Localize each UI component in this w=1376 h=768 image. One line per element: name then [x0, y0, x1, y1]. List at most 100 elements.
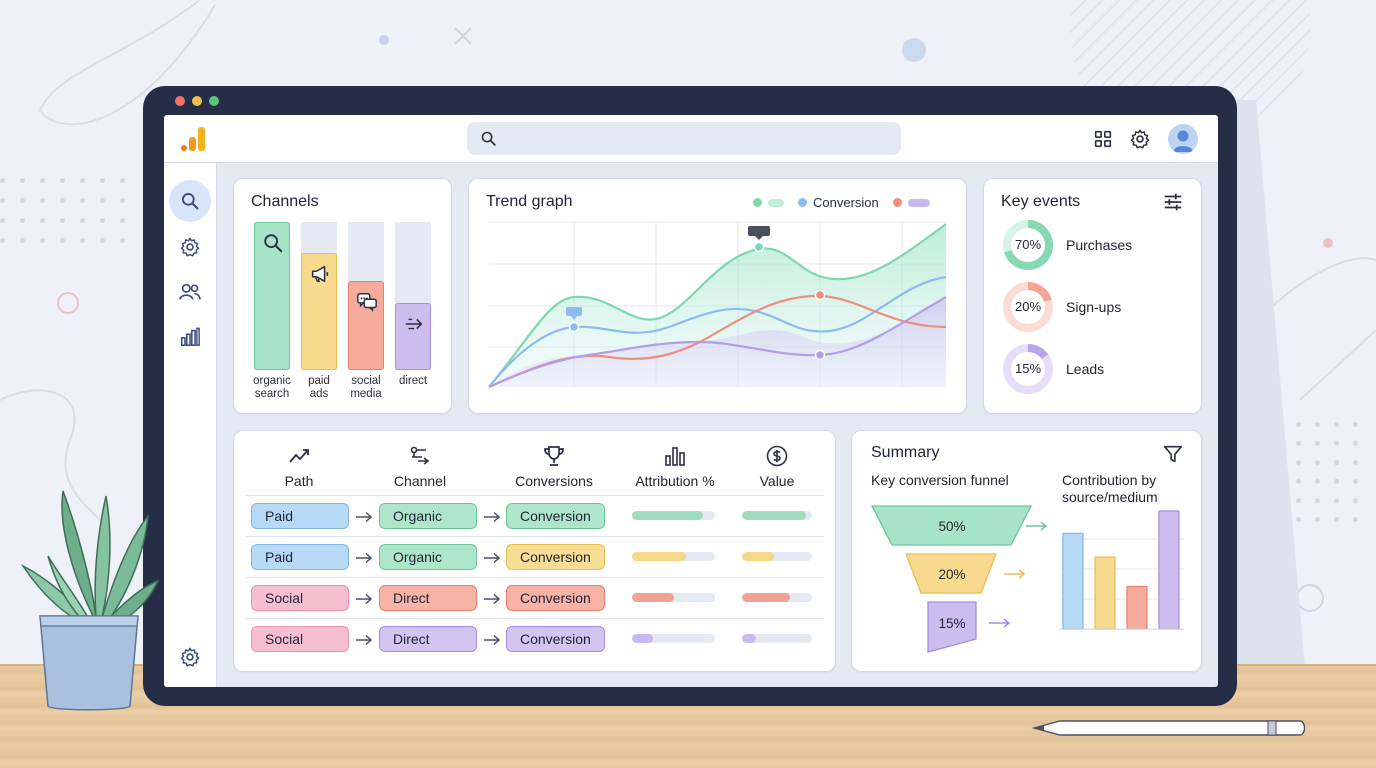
- arrow-right-icon: [355, 633, 373, 646]
- key-event-row[interactable]: 20% Sign-ups: [1002, 281, 1121, 333]
- channel-chip[interactable]: Direct: [379, 585, 477, 611]
- column-header[interactable]: Path: [284, 473, 314, 489]
- value-bar-fill: [742, 634, 756, 643]
- sidebar-item-settings[interactable]: [169, 226, 211, 268]
- channels-title: Channels: [251, 193, 319, 210]
- value-bar: [742, 511, 812, 520]
- channel-icon: [408, 444, 432, 468]
- key-event-row[interactable]: 15% Leads: [1002, 343, 1104, 395]
- value-bar: [742, 634, 812, 643]
- funnel-stage-label: 50%: [938, 519, 965, 534]
- row-divider: [246, 536, 824, 537]
- trend-point-purple[interactable]: [814, 349, 826, 361]
- trend-tooltip-marker: [748, 226, 770, 236]
- column-header[interactable]: Attribution %: [635, 473, 715, 489]
- gear-icon: [180, 647, 200, 667]
- channel-chip[interactable]: Organic: [379, 503, 477, 529]
- path-chip[interactable]: Paid: [251, 503, 349, 529]
- channel-bar: [395, 303, 431, 370]
- value-bar-fill: [742, 552, 774, 561]
- conversion-chip[interactable]: Conversion: [506, 503, 605, 529]
- path-chip[interactable]: Social: [251, 585, 349, 611]
- sidebar-item-reports[interactable]: [169, 316, 211, 358]
- filter-funnel-icon[interactable]: [1162, 443, 1184, 465]
- sidebar-item-admin-settings[interactable]: [169, 636, 211, 678]
- conversion-chip[interactable]: Conversion: [506, 544, 605, 570]
- channels-card: Channels organic search paid ads social me…: [233, 178, 452, 414]
- search-icon: [262, 232, 284, 254]
- legend-pill-green: [768, 198, 784, 207]
- funnel-stage-label: 20%: [938, 567, 965, 582]
- trend-point-blue[interactable]: [568, 321, 580, 333]
- funnel-stage[interactable]: [927, 601, 977, 653]
- key-event-label: Sign-ups: [1066, 299, 1122, 315]
- legend-label-conversion: Conversion: [813, 195, 879, 210]
- funnel-arrow-icon: [1004, 569, 1026, 579]
- contribution-chart: [1060, 510, 1184, 630]
- trend-chart: [488, 221, 947, 389]
- channel-bar-track: [348, 222, 384, 370]
- trend-point-green[interactable]: [753, 241, 765, 253]
- trophy-icon: [542, 444, 566, 468]
- key-event-percent: 15%: [1014, 361, 1042, 376]
- legend-dot-green: [753, 198, 762, 207]
- channel-label: paid ads: [308, 375, 330, 400]
- arrow-right-icon: [355, 510, 373, 523]
- channel-bar-track: [301, 222, 337, 370]
- attribution-bar-fill: [632, 634, 653, 643]
- channel-bar-track: [395, 222, 431, 370]
- settings-gear-icon[interactable]: [1129, 128, 1151, 150]
- search-input[interactable]: [507, 122, 887, 155]
- close-dot[interactable]: [175, 96, 185, 106]
- attribution-bar-fill: [632, 511, 703, 520]
- channel-bar-track: [254, 222, 290, 370]
- trend-point-red[interactable]: [814, 289, 826, 301]
- minimize-dot[interactable]: [192, 96, 202, 106]
- sidebar-item-search[interactable]: [169, 180, 211, 222]
- filter-sliders-icon[interactable]: [1162, 191, 1184, 213]
- funnel-stage[interactable]: [905, 553, 997, 594]
- dot-grid-left: [0, 178, 130, 258]
- contribution-title: Contribution by source/medium: [1062, 472, 1158, 505]
- channel-bar: [301, 253, 337, 370]
- trend-graph-card: Trend graph Conversion: [468, 178, 967, 414]
- path-chip[interactable]: Paid: [251, 544, 349, 570]
- contribution-bar[interactable]: [1062, 532, 1084, 630]
- maximize-dot[interactable]: [209, 96, 219, 106]
- attribution-bar: [632, 552, 715, 561]
- channel-chip[interactable]: Direct: [379, 626, 477, 652]
- bar-chart-icon: [180, 327, 200, 347]
- channel-bar: [348, 281, 384, 370]
- analytics-logo-icon[interactable]: [180, 127, 206, 151]
- value-bar: [742, 552, 812, 561]
- key-event-row[interactable]: 70% Purchases: [1002, 219, 1132, 271]
- path-chip[interactable]: Social: [251, 626, 349, 652]
- search-bar[interactable]: [467, 122, 901, 155]
- attribution-paths-card: Path Channel Conversions Attribution % Value…: [233, 430, 836, 672]
- funnel-arrow-icon: [989, 618, 1011, 628]
- channel-chip[interactable]: Organic: [379, 544, 477, 570]
- sidebar-item-users[interactable]: [169, 271, 211, 313]
- conversion-chip[interactable]: Conversion: [506, 585, 605, 611]
- contribution-bar[interactable]: [1126, 585, 1148, 630]
- contribution-bar[interactable]: [1094, 556, 1116, 630]
- channel-column[interactable]: [254, 222, 291, 370]
- channel-column[interactable]: [395, 222, 432, 370]
- conversion-chip[interactable]: Conversion: [506, 626, 605, 652]
- key-event-label: Purchases: [1066, 237, 1133, 253]
- user-avatar[interactable]: [1168, 124, 1198, 154]
- megaphone-icon: [309, 263, 331, 285]
- key-event-ring: 15%: [1002, 343, 1054, 395]
- apps-grid-icon[interactable]: [1092, 128, 1114, 150]
- channel-column[interactable]: [301, 222, 338, 370]
- funnel-stage[interactable]: [870, 505, 1033, 546]
- trend-legend: Conversion: [753, 195, 930, 210]
- arrow-right-icon: [483, 510, 501, 523]
- contribution-bar[interactable]: [1158, 510, 1180, 630]
- channel-column[interactable]: [348, 222, 385, 370]
- column-header[interactable]: Conversions: [515, 473, 593, 489]
- dollar-icon: [765, 444, 789, 468]
- column-header[interactable]: Value: [759, 473, 795, 489]
- column-header[interactable]: Channel: [393, 473, 447, 489]
- summary-title: Summary: [871, 444, 940, 461]
